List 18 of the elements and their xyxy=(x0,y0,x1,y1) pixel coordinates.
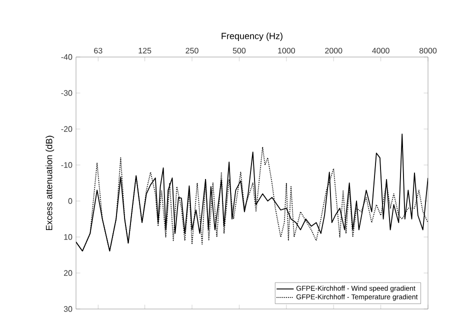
x-tick-label: 63 xyxy=(94,48,102,54)
y-tick-label: -40 xyxy=(61,54,72,60)
x-axis-title: Frequency (Hz) xyxy=(222,32,282,41)
x-tick-label: 4000 xyxy=(372,48,390,54)
y-tick-label: 30 xyxy=(64,306,72,312)
x-tick-label: 500 xyxy=(232,48,246,54)
y-tick-label: 10 xyxy=(64,234,72,240)
y-tick-label: 20 xyxy=(64,270,72,276)
y-tick-label: -10 xyxy=(61,162,72,168)
x-tick-label: 1000 xyxy=(278,48,295,54)
x-tick-label: 125 xyxy=(138,48,152,54)
y-tick-label: 0 xyxy=(68,198,72,204)
y-axis-title: Excess attenuation (dB) xyxy=(46,136,54,230)
y-tick-label: -20 xyxy=(61,126,72,132)
x-tick-label: 2000 xyxy=(325,48,342,54)
x-tick-label: 250 xyxy=(186,48,198,54)
y-tick-label: -30 xyxy=(61,90,72,96)
x-tick-label: 8000 xyxy=(419,48,437,54)
